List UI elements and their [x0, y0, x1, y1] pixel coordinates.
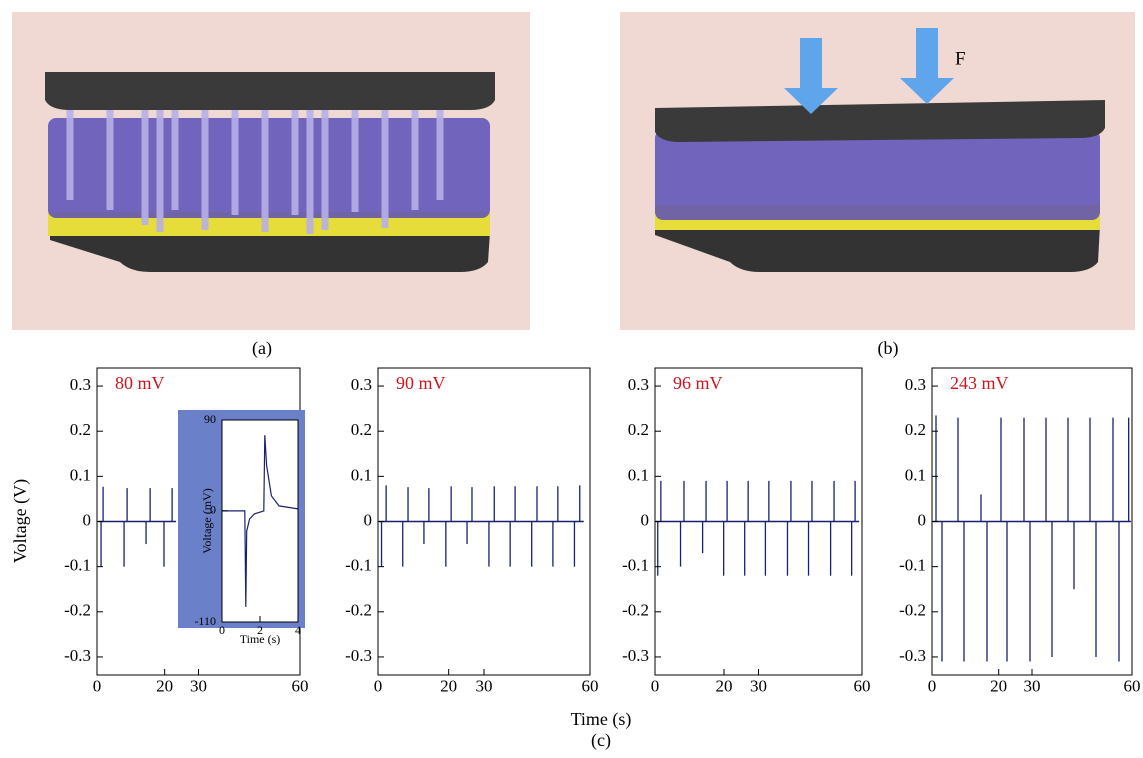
x-tick-label: 0: [219, 623, 225, 637]
illustration-a: [12, 12, 530, 330]
x-tick-label: 0: [928, 677, 937, 696]
y-tick-label: 0: [210, 503, 216, 517]
x-tick-label: 30: [190, 677, 207, 696]
annotation: 243 mV: [950, 373, 1009, 393]
y-tick-label: -0.2: [899, 601, 926, 620]
y-tick-label: 0.2: [70, 420, 91, 439]
y-tick-label: 90: [204, 412, 216, 426]
y-tick-label: 0.1: [70, 465, 91, 484]
x-tick-label: 60: [1124, 677, 1141, 696]
y-tick-label: 0: [918, 510, 927, 529]
y-tick-label: -0.1: [64, 556, 91, 575]
x-tick-label: 0: [374, 677, 383, 696]
x-tick-label: 60: [854, 677, 871, 696]
y-tick-label: 0.2: [905, 420, 926, 439]
trace: [222, 435, 299, 607]
x-tick-label: 2: [257, 623, 263, 637]
annotation: 80 mV: [115, 373, 165, 393]
x-tick-label: 20: [440, 677, 457, 696]
panel-label: (a): [252, 338, 272, 359]
y-tick-label: 0: [364, 510, 373, 529]
x-tick-label: 0: [93, 677, 102, 696]
y-tick-label: -0.2: [622, 601, 649, 620]
y-tick-label: 0.2: [351, 420, 372, 439]
y-tick-label: 0.1: [905, 465, 926, 484]
y-tick-label: -0.3: [345, 646, 372, 665]
y-tick-label: 0.3: [351, 375, 372, 394]
y-tick-label: 0.3: [905, 375, 926, 394]
x-tick-label: 60: [292, 677, 309, 696]
x-tick-label: 30: [476, 677, 493, 696]
plot-frame: [654, 367, 863, 676]
plot-frame: [377, 367, 591, 676]
y-tick-label: 0.1: [351, 465, 372, 484]
y-tick-label: -0.1: [345, 556, 372, 575]
y-tick-label: -0.3: [64, 646, 91, 665]
annotation: 90 mV: [396, 373, 446, 393]
x-tick-label: 0: [651, 677, 660, 696]
x-tick-label: 20: [156, 677, 173, 696]
y-tick-label: -0.2: [345, 601, 372, 620]
y-tick-label: 0.1: [628, 465, 649, 484]
y-tick-label: -0.3: [899, 646, 926, 665]
x-tick-label: 30: [750, 677, 767, 696]
y-tick-label: -0.3: [622, 646, 649, 665]
y-tick-label: -0.2: [64, 601, 91, 620]
x-tick-label: 20: [716, 677, 733, 696]
y-tick-label: 0: [641, 510, 650, 529]
force-label: F: [955, 48, 966, 69]
illustration-b: F: [620, 12, 1135, 330]
panel-label: (c): [591, 730, 611, 751]
y-tick-label: 0.2: [628, 420, 649, 439]
panel-label: (b): [878, 338, 899, 359]
annotation: 96 mV: [673, 373, 723, 393]
y-tick-label: 0.3: [628, 375, 649, 394]
plot-frame: [931, 367, 1133, 676]
plot-area: [222, 420, 298, 622]
inset-x-label: Time (s): [240, 632, 281, 646]
x-tick-label: 20: [990, 677, 1007, 696]
y-tick-label: -0.1: [622, 556, 649, 575]
y-tick-label: 0.3: [70, 375, 91, 394]
inset-y-label: Voltage (mV): [200, 488, 214, 553]
x-tick-label: 4: [295, 623, 301, 637]
plot-frame: [221, 419, 299, 623]
x-tick-label: 30: [1024, 677, 1041, 696]
y-axis-label: Voltage (V): [10, 479, 31, 563]
y-tick-label: -0.1: [899, 556, 926, 575]
x-axis-label: Time (s): [571, 709, 632, 730]
y-tick-label: 0: [83, 510, 92, 529]
x-tick-label: 60: [582, 677, 599, 696]
y-tick-label: -110: [194, 614, 216, 628]
